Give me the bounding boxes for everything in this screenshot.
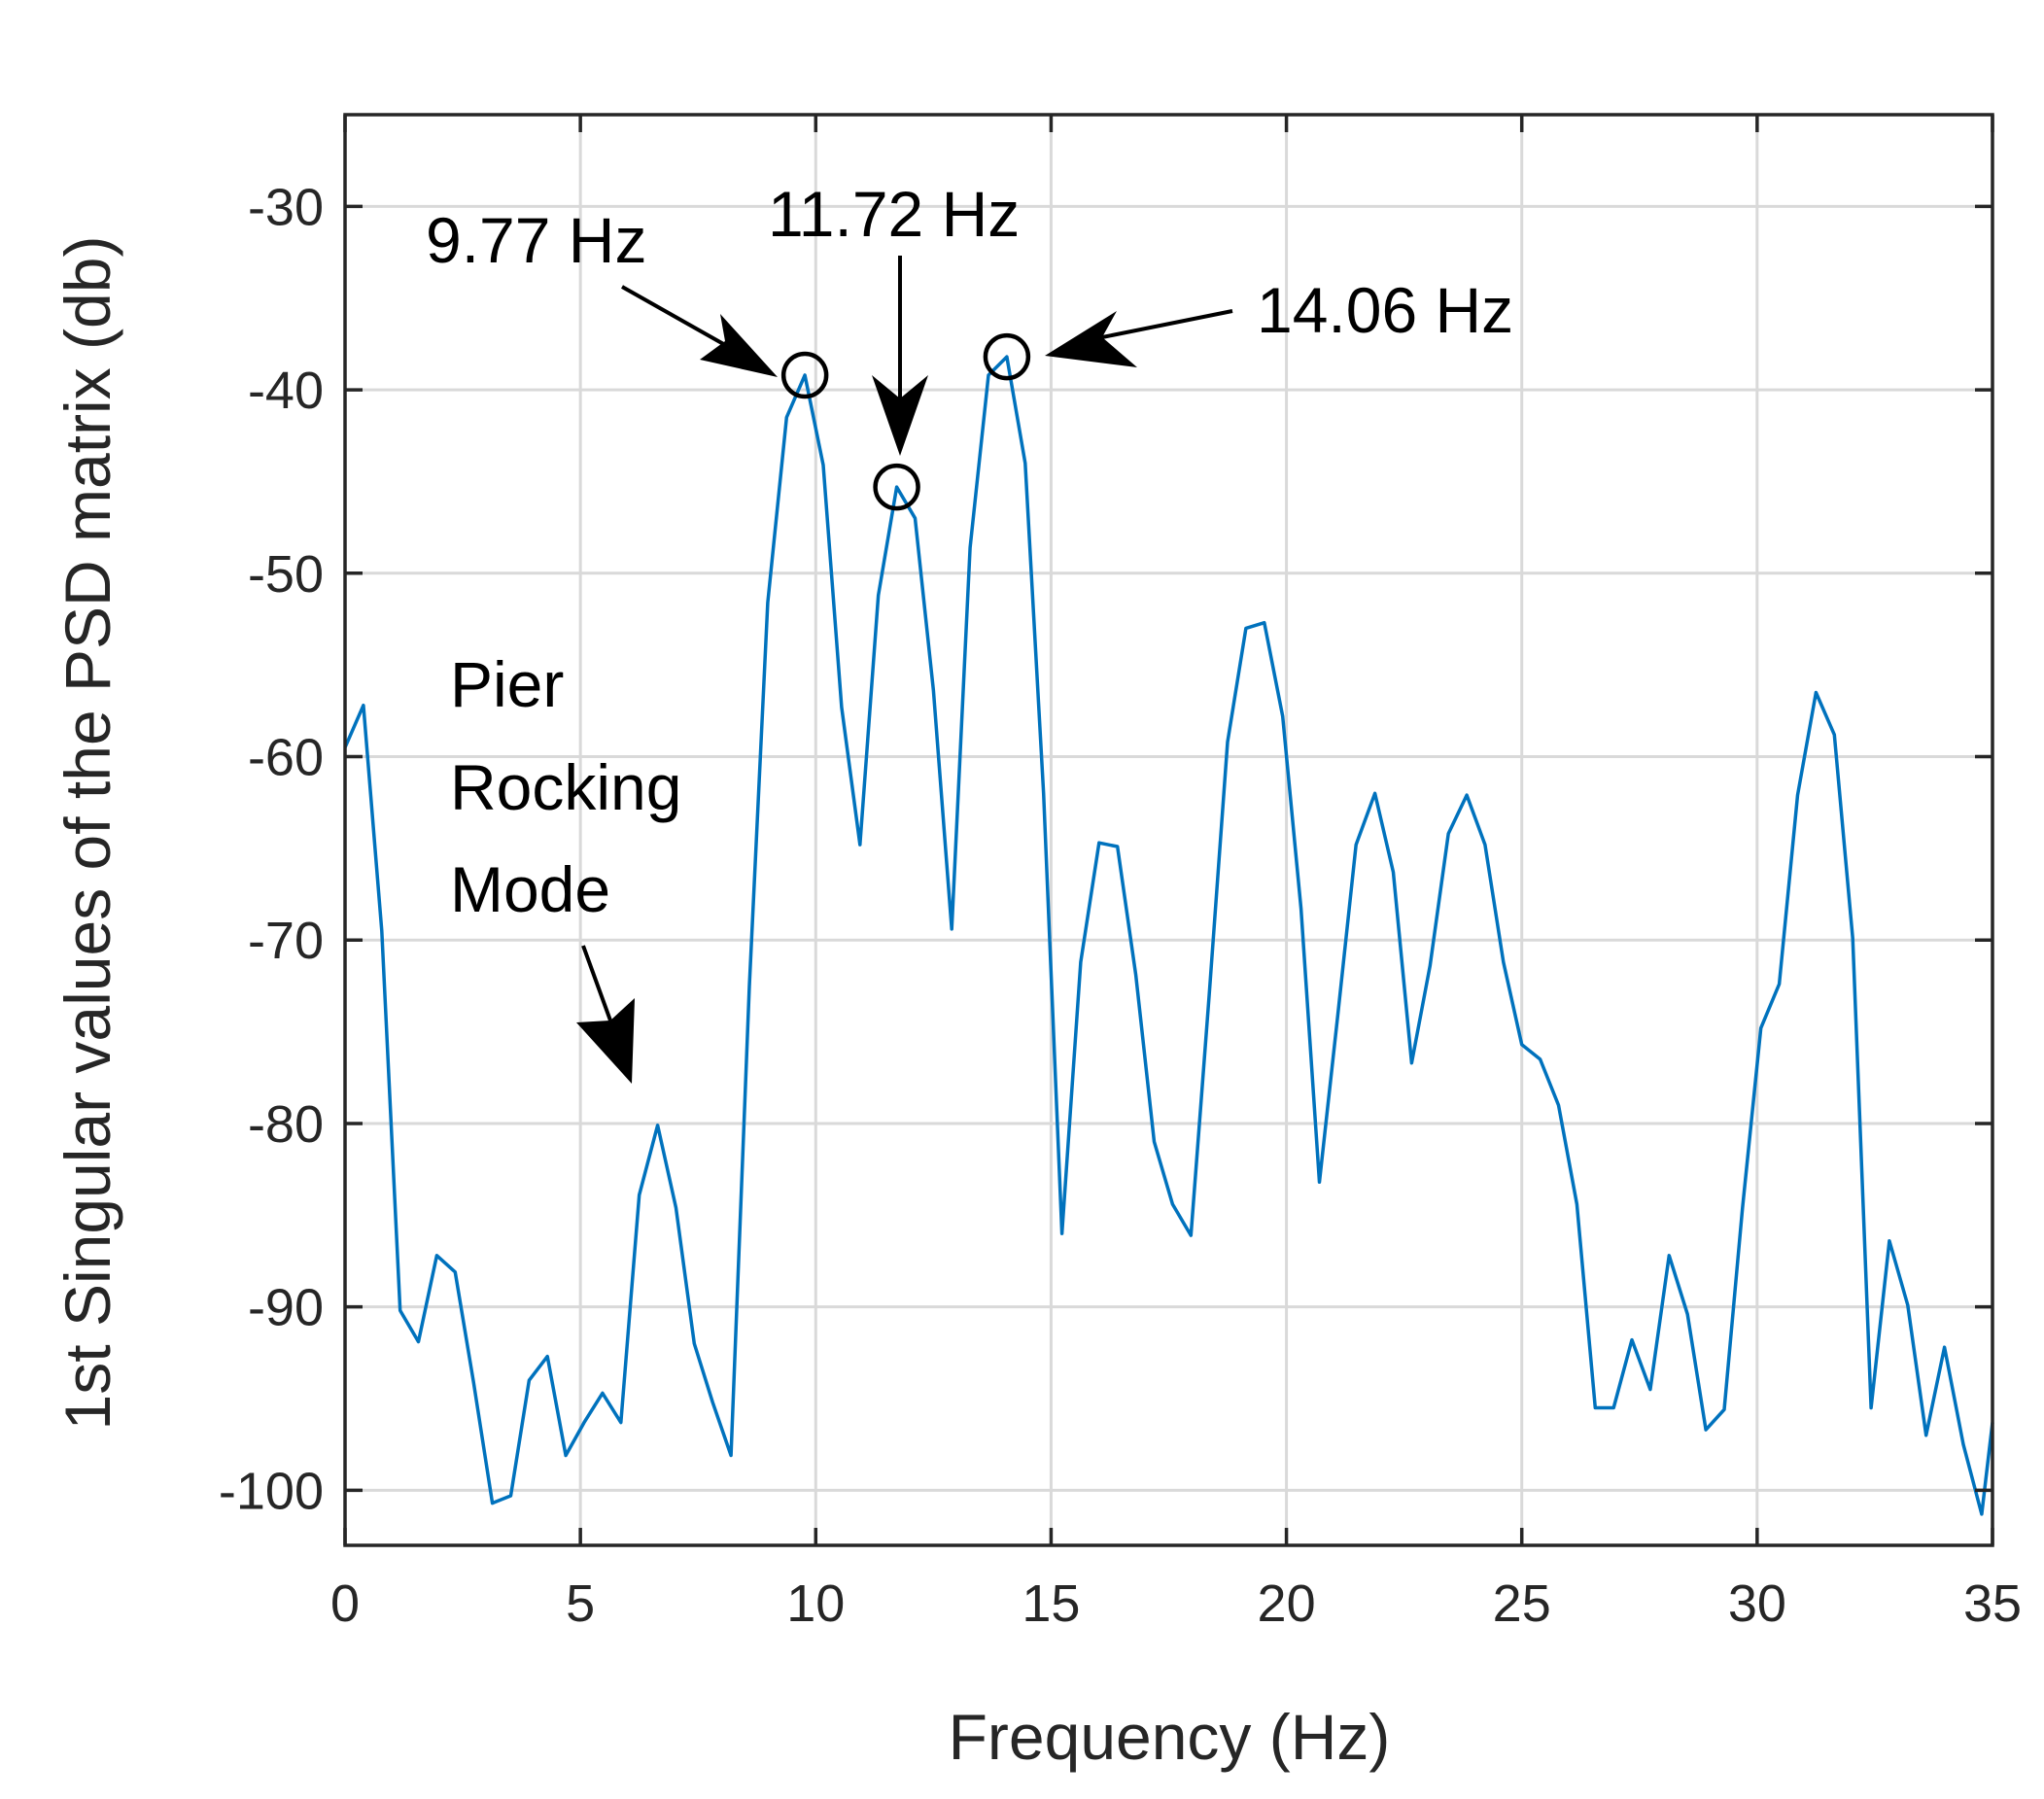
- tick-labels: 0 5 10 15 20 25 30 35 -100 -90 -80 -70 -60 -50 -40 -30: [219, 178, 2022, 1633]
- annotation-9-77-hz: 9.77 Hz: [426, 204, 646, 276]
- arrow-9-77-hz: [621, 285, 778, 377]
- annotation-rocking: Rocking: [450, 751, 681, 823]
- y-tick-label-6: -40: [248, 362, 324, 420]
- annotation-11-72-hz: 11.72 Hz: [768, 178, 1020, 250]
- x-tick-label-4: 20: [1258, 1574, 1316, 1633]
- y-tick-label-3: -70: [248, 912, 324, 970]
- x-tick-label-2: 10: [786, 1574, 845, 1633]
- x-axis-title: Frequency (Hz): [949, 1701, 1391, 1773]
- x-tick-label-3: 15: [1022, 1574, 1080, 1633]
- x-tick-label-5: 25: [1493, 1574, 1551, 1633]
- peak-markers: [780, 332, 1031, 511]
- annotations: 9.77 Hz 11.72 Hz 14.06 Hz Pier Rocking M…: [426, 178, 1513, 1084]
- peak-marker-0: [780, 351, 829, 399]
- series-lines: [343, 355, 1994, 1516]
- y-tick-label-1: -90: [248, 1279, 324, 1337]
- annotation-14-06-hz: 14.06 Hz: [1257, 274, 1513, 346]
- arrow-14-06-hz: [1045, 309, 1233, 367]
- x-tick-label-7: 35: [1963, 1574, 2022, 1633]
- y-tick-label-4: -60: [248, 729, 324, 787]
- y-tick-label-0: -100: [219, 1462, 324, 1520]
- x-tick-label-0: 0: [330, 1574, 360, 1633]
- y-tick-label-5: -50: [248, 545, 324, 604]
- y-tick-label-2: -80: [248, 1095, 324, 1154]
- peak-marker-2: [983, 332, 1031, 381]
- annotation-mode: Mode: [450, 853, 610, 925]
- series-line-0: [343, 355, 1994, 1516]
- plot-frame: [343, 113, 1994, 1547]
- axes: [343, 113, 1994, 1547]
- y-axis-title: 1st Singular values of the PSD matrix (d…: [52, 236, 123, 1431]
- peak-marker-1: [873, 463, 920, 511]
- x-tick-label-1: 5: [566, 1574, 595, 1633]
- y-tick-label-7: -30: [248, 178, 324, 236]
- arrow-11-72-hz: [872, 256, 928, 456]
- annotation-pier: Pier: [450, 648, 564, 720]
- x-tick-label-6: 30: [1728, 1574, 1786, 1633]
- grid: [345, 115, 1992, 1545]
- arrow-pier-rocking-mode: [576, 945, 635, 1084]
